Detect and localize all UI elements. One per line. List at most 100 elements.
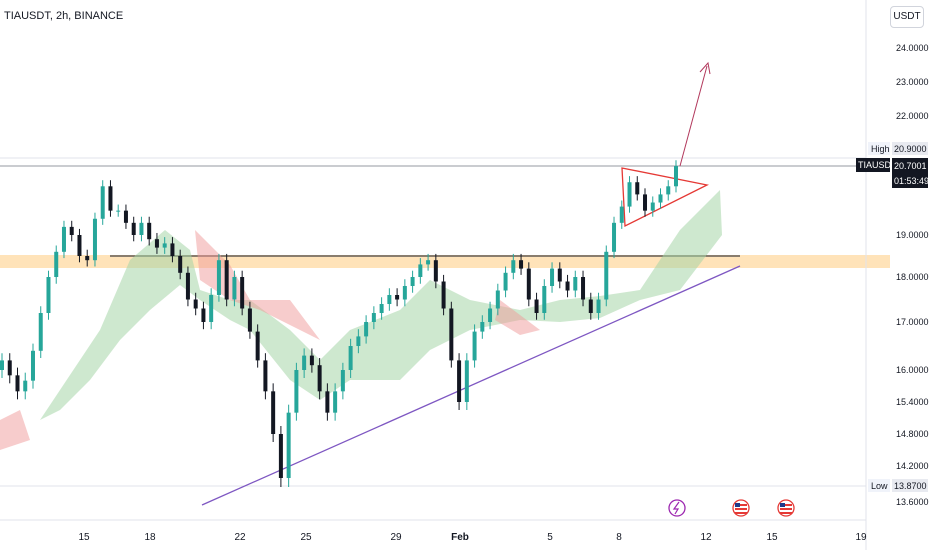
candle — [294, 362, 299, 421]
candle — [410, 270, 415, 293]
us-flag-event-icon[interactable] — [732, 499, 750, 517]
candle — [15, 367, 20, 400]
candle — [480, 315, 485, 339]
last-symbol: TIAUSDT — [858, 160, 897, 170]
candle — [46, 270, 51, 320]
candle — [255, 324, 260, 368]
candle — [526, 262, 531, 307]
candle — [348, 338, 353, 378]
us-flag-event-icon-2[interactable] — [777, 499, 795, 517]
candle — [193, 292, 198, 316]
candle — [271, 383, 276, 442]
candle — [54, 245, 59, 284]
candle — [185, 266, 190, 307]
candle — [247, 301, 252, 339]
x-tick-label: 5 — [547, 532, 553, 543]
lightning-event-icon[interactable] — [668, 499, 686, 517]
triangle-pattern — [621, 167, 709, 228]
x-tick-label: 12 — [700, 532, 712, 543]
candle — [674, 160, 678, 193]
candle — [30, 343, 35, 389]
x-tick-label: 19 — [855, 532, 867, 543]
candle — [333, 383, 338, 421]
candle — [77, 228, 82, 263]
candle — [519, 253, 524, 275]
candle — [612, 216, 617, 259]
candle — [379, 297, 384, 320]
candle — [488, 301, 493, 330]
candle — [604, 245, 609, 307]
y-tick-label: 24.0000 — [896, 43, 929, 53]
candle — [263, 353, 268, 400]
candle — [441, 274, 446, 316]
candle — [309, 348, 314, 373]
candle — [240, 270, 245, 316]
x-tick-label: 18 — [144, 532, 156, 543]
candle — [100, 180, 105, 225]
candle — [635, 176, 640, 201]
ascending-trendline — [201, 265, 741, 506]
candle — [457, 353, 462, 410]
candle — [201, 301, 206, 330]
currency-button[interactable]: USDT — [890, 6, 924, 28]
candle — [139, 216, 144, 242]
low-value-bg — [892, 479, 928, 492]
candle — [170, 237, 175, 263]
y-axis-ticks: 24.0000 23.0000 22.0000 19.0000 18.0000 17.00… — [896, 43, 929, 507]
candle — [108, 180, 113, 217]
candle — [666, 180, 671, 201]
high-tag-bg — [868, 142, 890, 155]
candle — [116, 204, 121, 217]
candle — [38, 306, 43, 358]
candle — [232, 270, 237, 307]
candle — [92, 212, 97, 267]
countdown: 01:53:49 — [894, 176, 929, 186]
candle — [302, 348, 307, 378]
candle — [147, 216, 152, 246]
candle — [317, 358, 322, 400]
candle — [426, 253, 431, 271]
candle — [325, 383, 330, 421]
candle — [69, 220, 74, 242]
projection-arrowhead — [699, 61, 711, 75]
candle — [658, 188, 663, 209]
candle — [643, 188, 648, 217]
y-tick-label: 14.2000 — [896, 461, 929, 471]
x-tick-label: 25 — [300, 532, 312, 543]
candle — [178, 249, 183, 280]
high-label: High — [871, 144, 890, 154]
candle — [61, 220, 66, 259]
candle — [472, 324, 477, 368]
candle — [7, 353, 12, 384]
candle — [85, 249, 90, 267]
candle — [557, 262, 562, 289]
candle — [619, 200, 624, 229]
candle — [588, 292, 593, 320]
candle — [596, 292, 601, 320]
y-tick-label: 19.0000 — [896, 230, 929, 240]
candle — [209, 288, 214, 330]
candle — [511, 253, 516, 280]
candle — [464, 353, 469, 410]
candle — [495, 283, 500, 316]
x-tick-label: Feb — [451, 532, 469, 543]
candle — [356, 329, 361, 354]
y-tick-label: 23.0000 — [896, 77, 929, 87]
candle — [371, 306, 376, 330]
candle — [340, 362, 345, 400]
x-tick-label: 29 — [390, 532, 402, 543]
x-tick-label: 15 — [766, 532, 778, 543]
candle — [433, 253, 438, 289]
candle — [565, 274, 570, 298]
x-tick-label: 15 — [78, 532, 90, 543]
high-value: 20.9000 — [894, 144, 927, 154]
candles-group — [0, 160, 678, 487]
projection-arrow — [679, 65, 708, 167]
candle — [364, 315, 369, 344]
candle — [627, 176, 632, 213]
candle — [550, 262, 555, 293]
candle — [395, 288, 400, 307]
candle — [216, 253, 221, 302]
ichimoku-cloud-green — [40, 190, 722, 420]
